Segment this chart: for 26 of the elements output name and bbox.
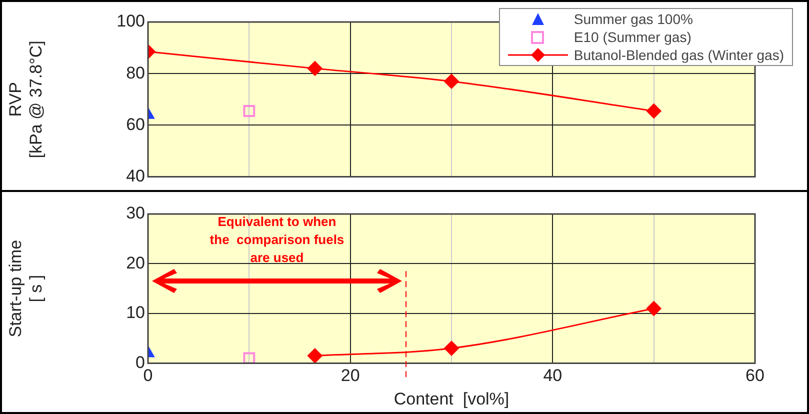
y-tick-label: 20	[126, 253, 145, 272]
x-axis-title: Content [vol%]	[394, 389, 510, 408]
point	[243, 352, 256, 364]
point	[646, 104, 662, 119]
point	[307, 348, 322, 364]
y-tick-label: 80	[126, 63, 145, 82]
y-tick-label: 0	[136, 352, 145, 372]
y-tick-label: 30	[126, 204, 145, 223]
point	[444, 74, 459, 89]
legend-label: E10 (Summer gas)	[574, 29, 692, 45]
x-tick-label: 60	[746, 366, 764, 386]
y-tick-label: 60	[126, 114, 145, 134]
point	[243, 105, 256, 117]
point	[307, 60, 322, 76]
x-tick-label: 20	[340, 366, 360, 386]
legend-label: Butanol-Blended gas (Winter gas)	[574, 47, 784, 63]
y-tick-label: 10	[126, 303, 145, 322]
point	[444, 340, 459, 356]
annotation: Equivalent to when the comparison fuels are used	[210, 214, 344, 266]
x-tick-label: 40	[543, 366, 562, 386]
y-tick-label: 40	[126, 166, 145, 186]
y-axis-title: Start-up time [ s ]	[6, 240, 46, 338]
point	[646, 300, 662, 316]
y-tick-label: 100	[116, 12, 145, 31]
legend-label: Summer gas 100%	[574, 11, 693, 27]
y-axis-title: RVP [kPa @ 37.8°C]	[6, 40, 46, 158]
